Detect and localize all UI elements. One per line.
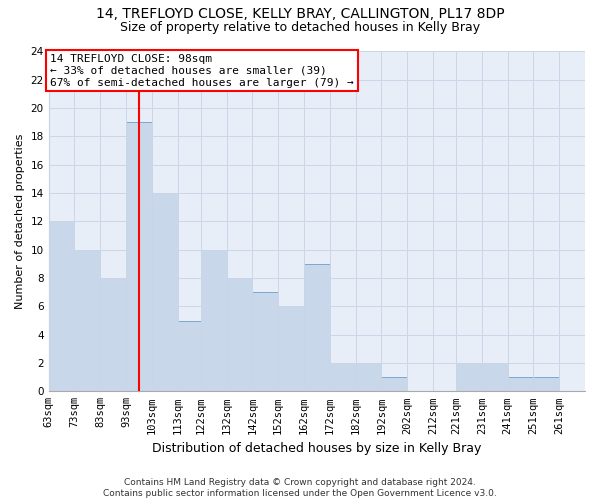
Bar: [178, 320, 203, 392]
Bar: [456, 363, 482, 392]
Bar: [201, 250, 227, 392]
Bar: [508, 377, 533, 392]
Bar: [227, 278, 253, 392]
Bar: [253, 292, 278, 392]
Text: Size of property relative to detached houses in Kelly Bray: Size of property relative to detached ho…: [120, 21, 480, 34]
Bar: [533, 377, 559, 392]
X-axis label: Distribution of detached houses by size in Kelly Bray: Distribution of detached houses by size …: [152, 442, 482, 455]
Bar: [330, 363, 356, 392]
Bar: [356, 363, 381, 392]
Bar: [278, 306, 304, 392]
Text: 14 TREFLOYD CLOSE: 98sqm
← 33% of detached houses are smaller (39)
67% of semi-d: 14 TREFLOYD CLOSE: 98sqm ← 33% of detach…: [50, 54, 354, 88]
Bar: [74, 250, 100, 392]
Y-axis label: Number of detached properties: Number of detached properties: [15, 134, 25, 309]
Bar: [152, 193, 178, 392]
Bar: [100, 278, 126, 392]
Bar: [126, 122, 152, 392]
Bar: [381, 377, 407, 392]
Bar: [482, 363, 508, 392]
Bar: [49, 222, 74, 392]
Text: Contains HM Land Registry data © Crown copyright and database right 2024.
Contai: Contains HM Land Registry data © Crown c…: [103, 478, 497, 498]
Bar: [304, 264, 330, 392]
Text: 14, TREFLOYD CLOSE, KELLY BRAY, CALLINGTON, PL17 8DP: 14, TREFLOYD CLOSE, KELLY BRAY, CALLINGT…: [95, 8, 505, 22]
